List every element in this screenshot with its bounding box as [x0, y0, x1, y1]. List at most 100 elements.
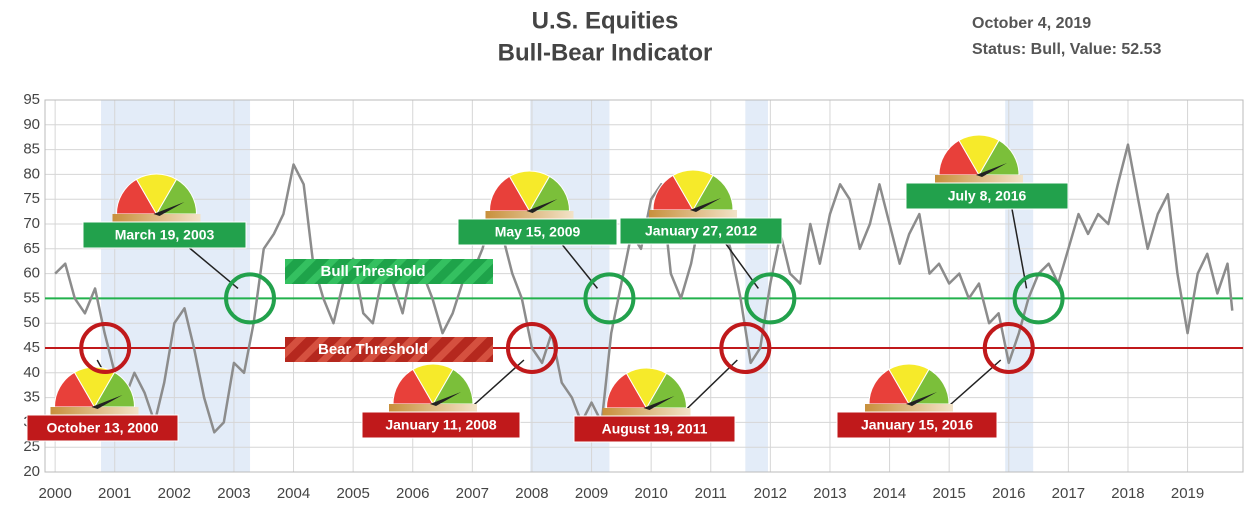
gauge-needle — [906, 392, 937, 406]
connector — [465, 359, 525, 413]
gauge-wedge — [93, 371, 136, 408]
gauge-wedge — [645, 372, 688, 409]
x-tick-label: 2002 — [158, 485, 191, 502]
gauge-wedge — [978, 139, 1020, 176]
annotation-label: August 19, 2011 — [602, 421, 708, 437]
gauge-needle — [643, 396, 675, 410]
y-tick-label: 35 — [23, 389, 40, 406]
gauge-base — [50, 407, 139, 417]
gauge-base — [389, 404, 477, 414]
annotation-box — [457, 218, 618, 246]
annotation-circle — [505, 322, 558, 374]
annotation-label: May 15, 2009 — [495, 224, 581, 240]
chart-title: U.S. Equities — [532, 7, 679, 34]
gauge-base — [602, 408, 691, 418]
annotation-circle — [982, 322, 1035, 374]
gauge-base — [935, 175, 1023, 185]
annotation-box — [361, 411, 521, 439]
x-tick-label: 2010 — [634, 485, 667, 502]
x-tick-label: 2003 — [217, 485, 250, 502]
gauge-base — [485, 211, 574, 221]
annotation-box — [82, 221, 247, 249]
annotation-box — [619, 217, 783, 245]
y-tick-label: 25 — [23, 438, 40, 455]
x-tick-label: 2011 — [695, 485, 727, 502]
gauge-needle — [430, 392, 461, 406]
annotation-label: January 27, 2012 — [645, 223, 757, 239]
connector — [189, 247, 239, 289]
y-tick-label: 65 — [23, 240, 40, 257]
gauge-base — [865, 404, 953, 414]
status: Status: Bull, Value: 52.53 — [972, 41, 1162, 58]
gauge-needle — [153, 202, 185, 216]
y-tick-label: 40 — [23, 364, 40, 381]
gauge-wedge — [155, 178, 198, 215]
annotation-circle — [744, 272, 797, 325]
x-tick-label: 2009 — [575, 485, 608, 502]
connector — [941, 359, 1002, 413]
y-tick-label: 45 — [23, 339, 40, 356]
gauge-icon — [50, 366, 139, 417]
annotation-box — [573, 415, 736, 443]
x-tick-label: 2017 — [1052, 485, 1085, 502]
x-tick-label: 2013 — [813, 485, 846, 502]
y-tick-label: 75 — [23, 190, 40, 207]
chart-subtitle: Bull-Bear Indicator — [498, 39, 713, 66]
connector — [1011, 208, 1028, 289]
annotation-label: March 19, 2003 — [115, 227, 215, 243]
x-tick-label: 2005 — [336, 485, 369, 502]
gauge-wedge — [908, 368, 950, 405]
gauge-needle — [976, 163, 1007, 177]
y-tick-label: 90 — [23, 116, 40, 133]
annotation-box — [836, 411, 998, 439]
x-tick-label: 2008 — [515, 485, 548, 502]
annotation-label: July 8, 2016 — [948, 188, 1027, 204]
x-tick-label: 2004 — [277, 485, 310, 502]
y-tick-label: 20 — [23, 463, 40, 480]
gauge-icon — [935, 134, 1023, 185]
threshold-label: Bear Threshold — [318, 341, 428, 358]
gauge-wedge — [432, 368, 474, 405]
annotation-circle — [719, 322, 772, 374]
gauge-icon — [485, 170, 574, 221]
gauge-icon — [865, 363, 953, 414]
gauge-icon — [649, 169, 737, 220]
threshold-label-box — [285, 337, 493, 362]
annotation-box — [26, 414, 179, 442]
x-tick-label: 2000 — [38, 485, 71, 502]
y-tick-label: 85 — [23, 141, 40, 158]
x-tick-label: 2018 — [1111, 485, 1144, 502]
annotation-label: January 11, 2008 — [385, 417, 497, 433]
x-tick-label: 2007 — [456, 485, 489, 502]
gauge-needle — [91, 395, 123, 409]
annotation-label: October 13, 2000 — [46, 420, 158, 436]
y-tick-label: 70 — [23, 215, 40, 232]
annotation-circle — [224, 272, 277, 325]
gauge-icon — [112, 173, 201, 224]
annotation-box — [905, 182, 1069, 210]
date: October 4, 2019 — [972, 15, 1091, 32]
threshold-label: Bull Threshold — [321, 263, 426, 280]
plot-border — [44, 99, 1244, 473]
y-tick-label: 95 — [23, 91, 40, 108]
x-tick-label: 2006 — [396, 485, 429, 502]
gauge-icon — [602, 367, 691, 418]
x-tick-label: 2015 — [932, 485, 965, 502]
gauge-wedge — [528, 175, 571, 212]
x-tick-label: 2001 — [98, 485, 131, 502]
gauge-icon — [389, 363, 477, 414]
annotation-circle — [583, 272, 636, 325]
y-tick-label: 50 — [23, 314, 40, 331]
x-tick-label: 2012 — [754, 485, 787, 502]
threshold-label-box — [285, 259, 493, 284]
annotation-circle — [79, 322, 132, 374]
x-tick-label: 2016 — [992, 485, 1025, 502]
gauge-base — [112, 214, 201, 224]
x-tick-label: 2019 — [1171, 485, 1204, 502]
connector — [678, 359, 738, 417]
y-tick-label: 55 — [23, 289, 40, 306]
y-tick-label: 60 — [23, 265, 40, 282]
gauge-wedge — [692, 174, 734, 211]
gauge-base — [649, 210, 737, 220]
